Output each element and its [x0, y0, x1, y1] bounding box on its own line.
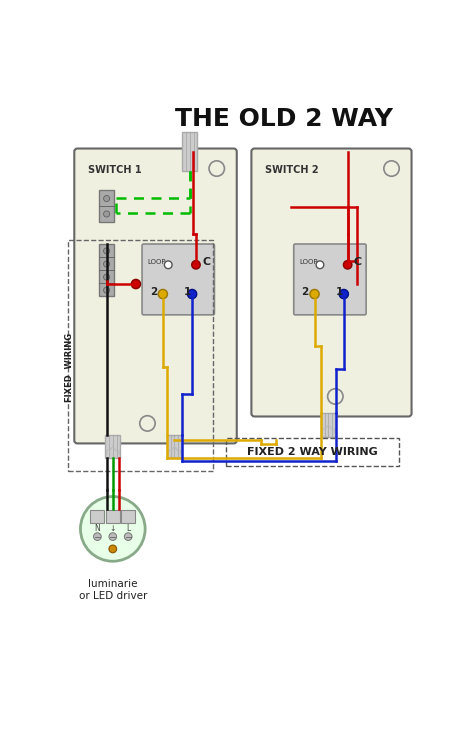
- Text: 1: 1: [183, 286, 191, 297]
- Text: N: N: [94, 524, 100, 533]
- Circle shape: [191, 260, 200, 269]
- Circle shape: [103, 196, 109, 202]
- Circle shape: [316, 261, 324, 268]
- Circle shape: [103, 287, 109, 293]
- Circle shape: [81, 496, 145, 561]
- Circle shape: [103, 274, 109, 280]
- Bar: [99, 190, 114, 223]
- Text: LOOP: LOOP: [299, 259, 318, 265]
- Bar: [167, 435, 182, 458]
- Circle shape: [158, 290, 167, 298]
- Bar: [91, 511, 104, 523]
- Bar: [121, 511, 135, 523]
- Text: C: C: [202, 257, 210, 267]
- Circle shape: [103, 211, 109, 217]
- Circle shape: [131, 280, 140, 289]
- Text: 2: 2: [150, 286, 157, 297]
- Bar: [106, 511, 120, 523]
- Circle shape: [124, 532, 132, 541]
- Circle shape: [109, 545, 117, 553]
- Text: FIXED  WIRING: FIXED WIRING: [65, 333, 74, 402]
- Text: LOOP: LOOP: [147, 259, 166, 265]
- Bar: [226, 438, 399, 466]
- FancyBboxPatch shape: [74, 148, 237, 443]
- Text: L: L: [126, 524, 130, 533]
- Bar: [321, 413, 336, 436]
- Text: 2: 2: [301, 286, 309, 297]
- FancyBboxPatch shape: [251, 148, 411, 416]
- FancyBboxPatch shape: [294, 244, 366, 315]
- Text: SWITCH 2: SWITCH 2: [265, 166, 319, 176]
- Circle shape: [188, 290, 197, 298]
- Bar: [99, 244, 114, 296]
- Text: ↓: ↓: [109, 524, 116, 533]
- FancyBboxPatch shape: [142, 244, 214, 315]
- Circle shape: [103, 248, 109, 254]
- Bar: [182, 132, 198, 171]
- Text: THE OLD 2 WAY: THE OLD 2 WAY: [175, 107, 393, 131]
- Text: SWITCH 1: SWITCH 1: [88, 166, 142, 176]
- Circle shape: [109, 532, 117, 541]
- Text: C: C: [354, 257, 362, 267]
- Circle shape: [339, 290, 348, 298]
- Circle shape: [164, 261, 172, 268]
- Circle shape: [310, 290, 319, 298]
- Text: luminarie
or LED driver: luminarie or LED driver: [79, 579, 147, 601]
- Circle shape: [343, 260, 352, 269]
- Bar: [68, 240, 213, 471]
- Bar: [105, 435, 120, 458]
- Circle shape: [103, 261, 109, 267]
- Text: FIXED 2 WAY WIRING: FIXED 2 WAY WIRING: [247, 447, 378, 457]
- Text: 1: 1: [335, 286, 343, 297]
- Circle shape: [93, 532, 101, 541]
